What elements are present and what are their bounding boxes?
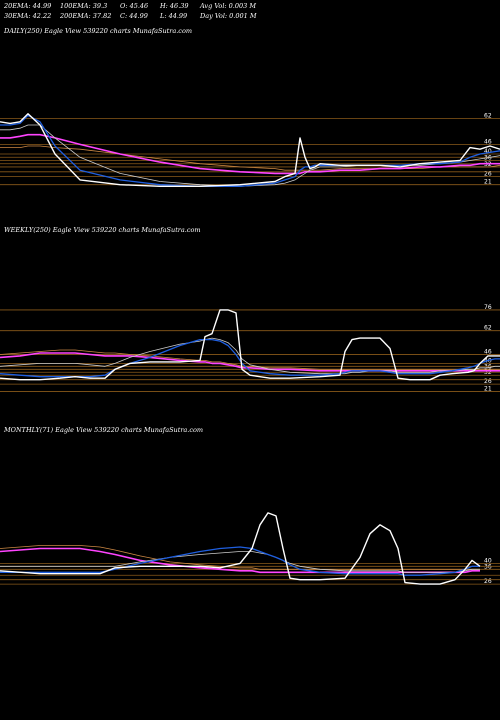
daily-ema-short-line	[0, 114, 500, 187]
weekly-level-label: 26	[484, 378, 492, 385]
daily-level-label: 21	[484, 179, 492, 186]
daily-level-label: 40	[484, 148, 492, 155]
daily-level-label: 62	[484, 113, 492, 120]
daily-price-line	[0, 112, 500, 188]
monthly-ema-short-line	[0, 546, 480, 576]
weekly-level-label: 32	[484, 369, 492, 376]
high-readout: H: 46.39	[160, 2, 189, 10]
weekly-level-label: 62	[484, 325, 492, 332]
monthly-level-label: 26	[484, 578, 492, 585]
daily-level-label: 46	[484, 138, 492, 145]
monthly-ema-long-line	[0, 547, 480, 574]
monthly-price-line	[0, 512, 481, 585]
monthly-ema-200-line	[0, 545, 480, 570]
monthly-level-label: 36	[484, 563, 492, 570]
close-readout: C: 44.99	[120, 12, 148, 20]
low-readout: L: 44.99	[160, 12, 188, 20]
weekly-ema-long-line	[0, 352, 500, 372]
open-readout: O: 45.46	[120, 2, 149, 10]
weekly-ema-mid-line	[0, 337, 500, 375]
daily-ema-long-line	[0, 133, 500, 175]
weekly-level-label: 46	[484, 348, 492, 355]
avg-vol-readout: Avg Vol: 0.003 M	[200, 2, 257, 10]
monthly-level-label: 40	[484, 557, 492, 564]
daily-chart-title: DAILY(250) Eagle View 539220 charts Muna…	[4, 27, 193, 35]
weekly-ema-200-line	[0, 349, 500, 370]
ema20-readout: 20EMA: 44.99	[4, 2, 52, 10]
monthly-ema-mid-line	[0, 551, 480, 573]
daily-ema-mid-line	[0, 124, 500, 187]
ema200-readout: 200EMA: 37.82	[60, 12, 112, 20]
ema100-readout: 100EMA: 39.3	[60, 2, 108, 10]
weekly-chart-title: WEEKLY(250) Eagle View 539220 charts Mun…	[4, 226, 201, 234]
weekly-level-label: 36	[484, 363, 492, 370]
daily-level-label: 26	[484, 171, 492, 178]
weekly-price-line	[0, 309, 500, 381]
weekly-level-label: 76	[484, 304, 492, 311]
monthly-chart-title: MONTHLY(71) Eagle View 539220 charts Mun…	[4, 426, 204, 434]
weekly-ema-short-line	[0, 338, 500, 378]
weekly-level-label: 21	[484, 386, 492, 393]
ema30-readout: 30EMA: 42.22	[4, 12, 52, 20]
day-vol-readout: Day Vol: 0.001 M	[200, 12, 257, 20]
